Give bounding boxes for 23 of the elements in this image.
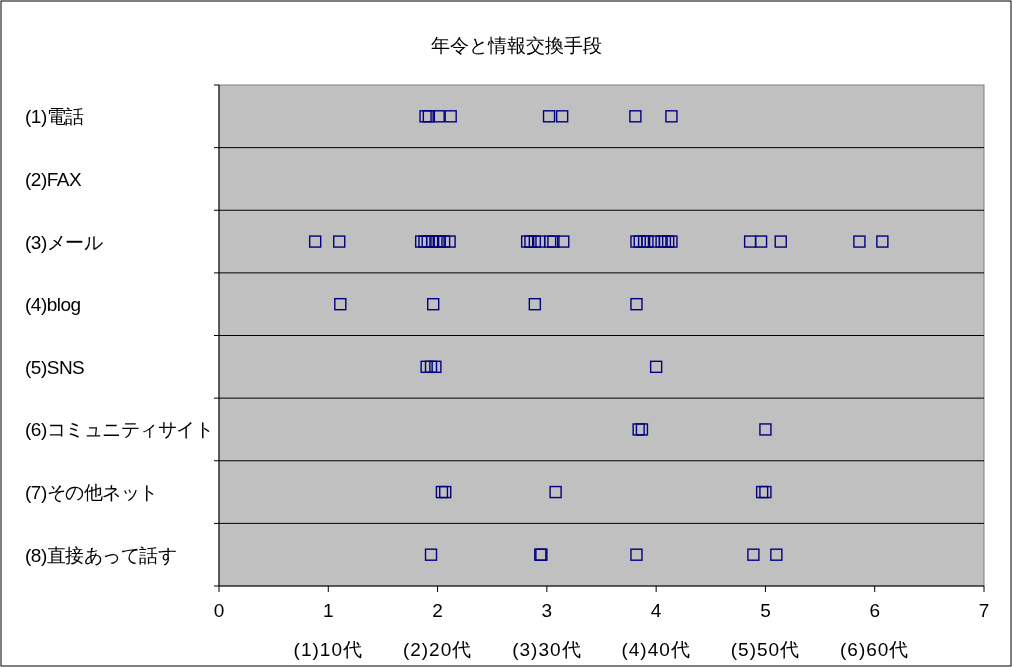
x-tick-label: 1 [323,600,334,621]
y-tick-label: (7)その他ネット [25,482,158,504]
y-tick-label: (8)直接あって話す [25,544,177,566]
x-tick-label: 4 [650,600,662,621]
text: (1)10代 [293,639,363,660]
chart-title: 年令と情報交換手段 [430,35,602,56]
y-tick-label: (1)電話 [25,106,85,128]
x-tick-label: 0 [213,600,225,621]
text: (3)30代 [512,639,582,660]
text: (5)50代 [730,639,801,660]
x-tick-label: 5 [760,600,771,621]
y-tick-label: (3)メール [25,231,103,253]
x-tick-label: 6 [869,600,880,621]
text: (2)20代 [402,639,473,660]
x-tick-label: 2 [432,600,443,621]
text: (4)40代 [621,639,691,660]
y-tick-label: (2)FAX [25,168,82,190]
text: (6)60代 [840,639,910,660]
x-tick-label: 3 [541,600,553,621]
y-tick-label: (5)SNS [25,356,85,378]
y-tick-label: (6)コミュニティサイト [25,419,214,441]
y-tick-label: (4)blog [25,294,81,316]
x-tick-label: 7 [978,600,990,621]
